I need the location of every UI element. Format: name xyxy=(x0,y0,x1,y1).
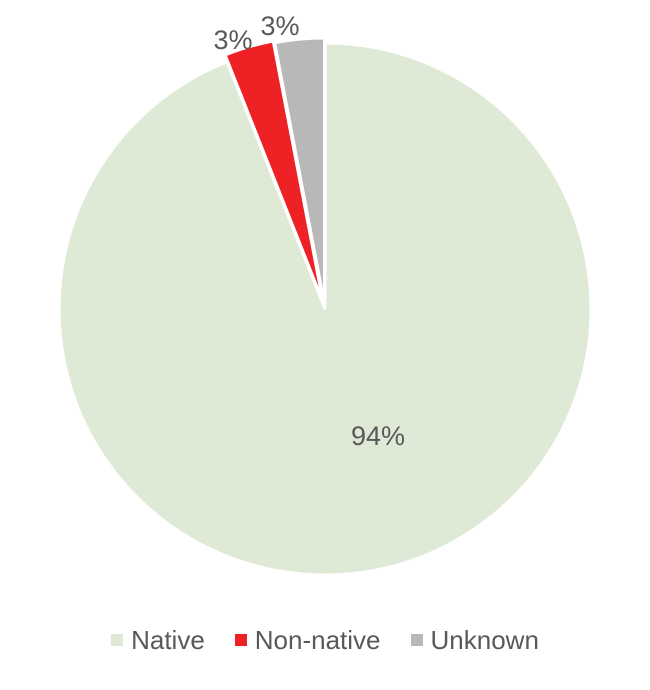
data-label-native: 94% xyxy=(351,421,405,451)
pie-slice-unknown xyxy=(272,36,327,305)
pie-slice-native xyxy=(57,41,593,577)
data-label-unknown: 3% xyxy=(260,11,299,41)
legend: Native Non-native Unknown xyxy=(0,618,650,662)
data-label-non-native: 3% xyxy=(213,25,252,55)
legend-label-unknown: Unknown xyxy=(430,624,539,655)
pie-slice-non-native xyxy=(223,39,325,303)
legend-item-non-native: Non-native xyxy=(234,624,381,656)
pie-chart-svg: 94% 3% 3% xyxy=(57,11,593,577)
pie-chart: 94% 3% 3% xyxy=(57,11,593,577)
legend-label-non-native: Non-native xyxy=(254,624,381,655)
legend-item-native: Native xyxy=(111,625,205,656)
legend-swatch-unknown xyxy=(410,634,423,646)
legend-swatch-native xyxy=(111,634,124,646)
legend-label-native: Native xyxy=(131,624,205,655)
legend-swatch-non-native xyxy=(234,634,247,646)
legend-item-unknown: Unknown xyxy=(410,624,539,656)
